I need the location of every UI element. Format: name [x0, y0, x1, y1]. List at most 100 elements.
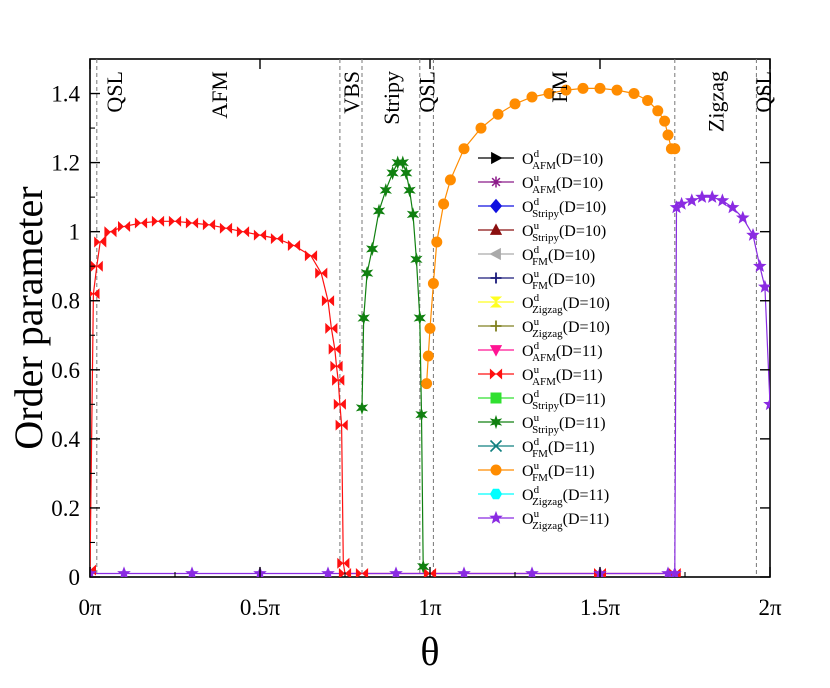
x-tick-label: 0.5π	[240, 595, 281, 620]
data-point	[526, 91, 538, 103]
legend-marker	[490, 320, 502, 332]
data-point	[492, 108, 504, 120]
data-point	[662, 129, 674, 141]
data-point	[185, 566, 199, 577]
data-point	[695, 190, 709, 203]
y-tick-label: 1.2	[51, 151, 80, 176]
series-markers	[90, 82, 770, 577]
data-point	[715, 193, 730, 207]
data-point	[753, 259, 767, 272]
y-tick-label: 0.6	[51, 358, 80, 383]
data-point	[594, 568, 606, 577]
phase-label: QSL	[102, 71, 127, 113]
legend-entry-label: Ou FM(D=11)	[522, 460, 595, 484]
data-point	[386, 165, 399, 181]
data-point	[372, 203, 386, 219]
data-point	[366, 241, 379, 257]
data-point	[705, 190, 719, 203]
legend-entry-label: Od FM(D=11)	[522, 436, 595, 460]
x-axis-title: θ	[420, 629, 439, 674]
data-point	[642, 94, 654, 106]
phase-label: QSL	[415, 71, 440, 113]
data-point	[674, 196, 689, 210]
x-tick-label: 1π	[418, 595, 442, 620]
data-point	[325, 322, 338, 334]
data-point	[236, 226, 250, 238]
data-point	[332, 374, 345, 386]
legend-marker	[489, 368, 503, 380]
legend-entry-label: Od AFM(D=11)	[522, 340, 603, 364]
legend-marker	[489, 439, 503, 453]
data-point	[659, 115, 671, 127]
data-point	[423, 568, 437, 577]
legend-entry-label: Ou Zigzag(D=10)	[522, 316, 610, 340]
data-point	[431, 236, 443, 248]
data-point	[669, 200, 684, 214]
data-point	[253, 229, 267, 241]
data-point	[151, 215, 165, 227]
data-point	[90, 288, 100, 300]
data-point	[330, 360, 343, 372]
data-point	[391, 155, 404, 170]
data-point	[424, 322, 436, 334]
data-point	[90, 260, 103, 272]
legend-entry-label: Ou Zigzag(D=11)	[522, 508, 609, 532]
legend-marker	[489, 414, 503, 430]
data-point	[525, 566, 539, 577]
data-point	[594, 82, 606, 94]
data-point	[321, 566, 335, 577]
legend-marker	[489, 510, 503, 524]
data-point	[652, 105, 664, 117]
legend-entry-label: Od FM(D=10)	[522, 244, 595, 268]
x-tick-label: 0π	[78, 595, 102, 620]
data-point	[403, 183, 416, 198]
data-point	[417, 559, 430, 574]
y-tick-label: 0	[69, 565, 81, 590]
data-point	[355, 568, 369, 577]
data-point	[357, 310, 370, 326]
y-tick-label: 0.2	[51, 496, 80, 521]
legend-entry-label: Ou AFM(D=11)	[522, 364, 603, 388]
phase-label: Zigzag	[704, 71, 729, 132]
data-point	[427, 277, 439, 289]
data-point	[475, 122, 487, 134]
data-point	[335, 419, 348, 431]
phase-label: VBS	[339, 71, 364, 114]
data-point	[413, 310, 426, 326]
y-tick-label: 0.8	[51, 289, 80, 314]
data-point	[94, 236, 107, 248]
data-point	[360, 266, 374, 281]
legend-entry-label: Od AFM(D=10)	[522, 148, 603, 172]
data-point	[736, 210, 750, 224]
legend: Od AFM(D=10)Ou AFM(D=10)Od Stripy(D=10)Ou St…	[478, 148, 610, 532]
data-point	[90, 566, 97, 577]
legend-marker	[490, 272, 502, 284]
data-point	[457, 566, 471, 577]
y-axis-title: Order parameter	[6, 186, 51, 449]
y-tick-label: 1	[69, 220, 81, 245]
legend-marker	[489, 198, 503, 214]
data-point	[509, 98, 521, 110]
legend-entry-label: Ou FM(D=10)	[522, 268, 595, 292]
data-point	[400, 165, 413, 181]
data-point	[355, 400, 369, 415]
data-point	[668, 566, 682, 577]
legend-marker	[489, 345, 503, 357]
legend-marker	[490, 176, 502, 188]
data-point	[168, 215, 182, 227]
axis-ticks: 0π 0.5π 1π 1.5π 2π 0 0.2 0.4 0.6 0.8 1 1.2 1.4	[51, 58, 782, 620]
legend-marker	[489, 488, 503, 500]
legend-entry-label: Ou Stripy(D=11)	[522, 412, 606, 436]
data-point	[669, 143, 681, 155]
data-point	[628, 88, 640, 100]
data-point	[758, 279, 770, 293]
data-point	[379, 183, 392, 198]
data-point	[337, 557, 350, 569]
legend-entry-label: Ou Stripy(D=10)	[522, 220, 606, 244]
legend-marker	[490, 464, 502, 476]
data-point	[577, 82, 589, 94]
legend-marker	[489, 247, 501, 261]
data-point	[746, 228, 760, 241]
data-point	[219, 222, 233, 234]
